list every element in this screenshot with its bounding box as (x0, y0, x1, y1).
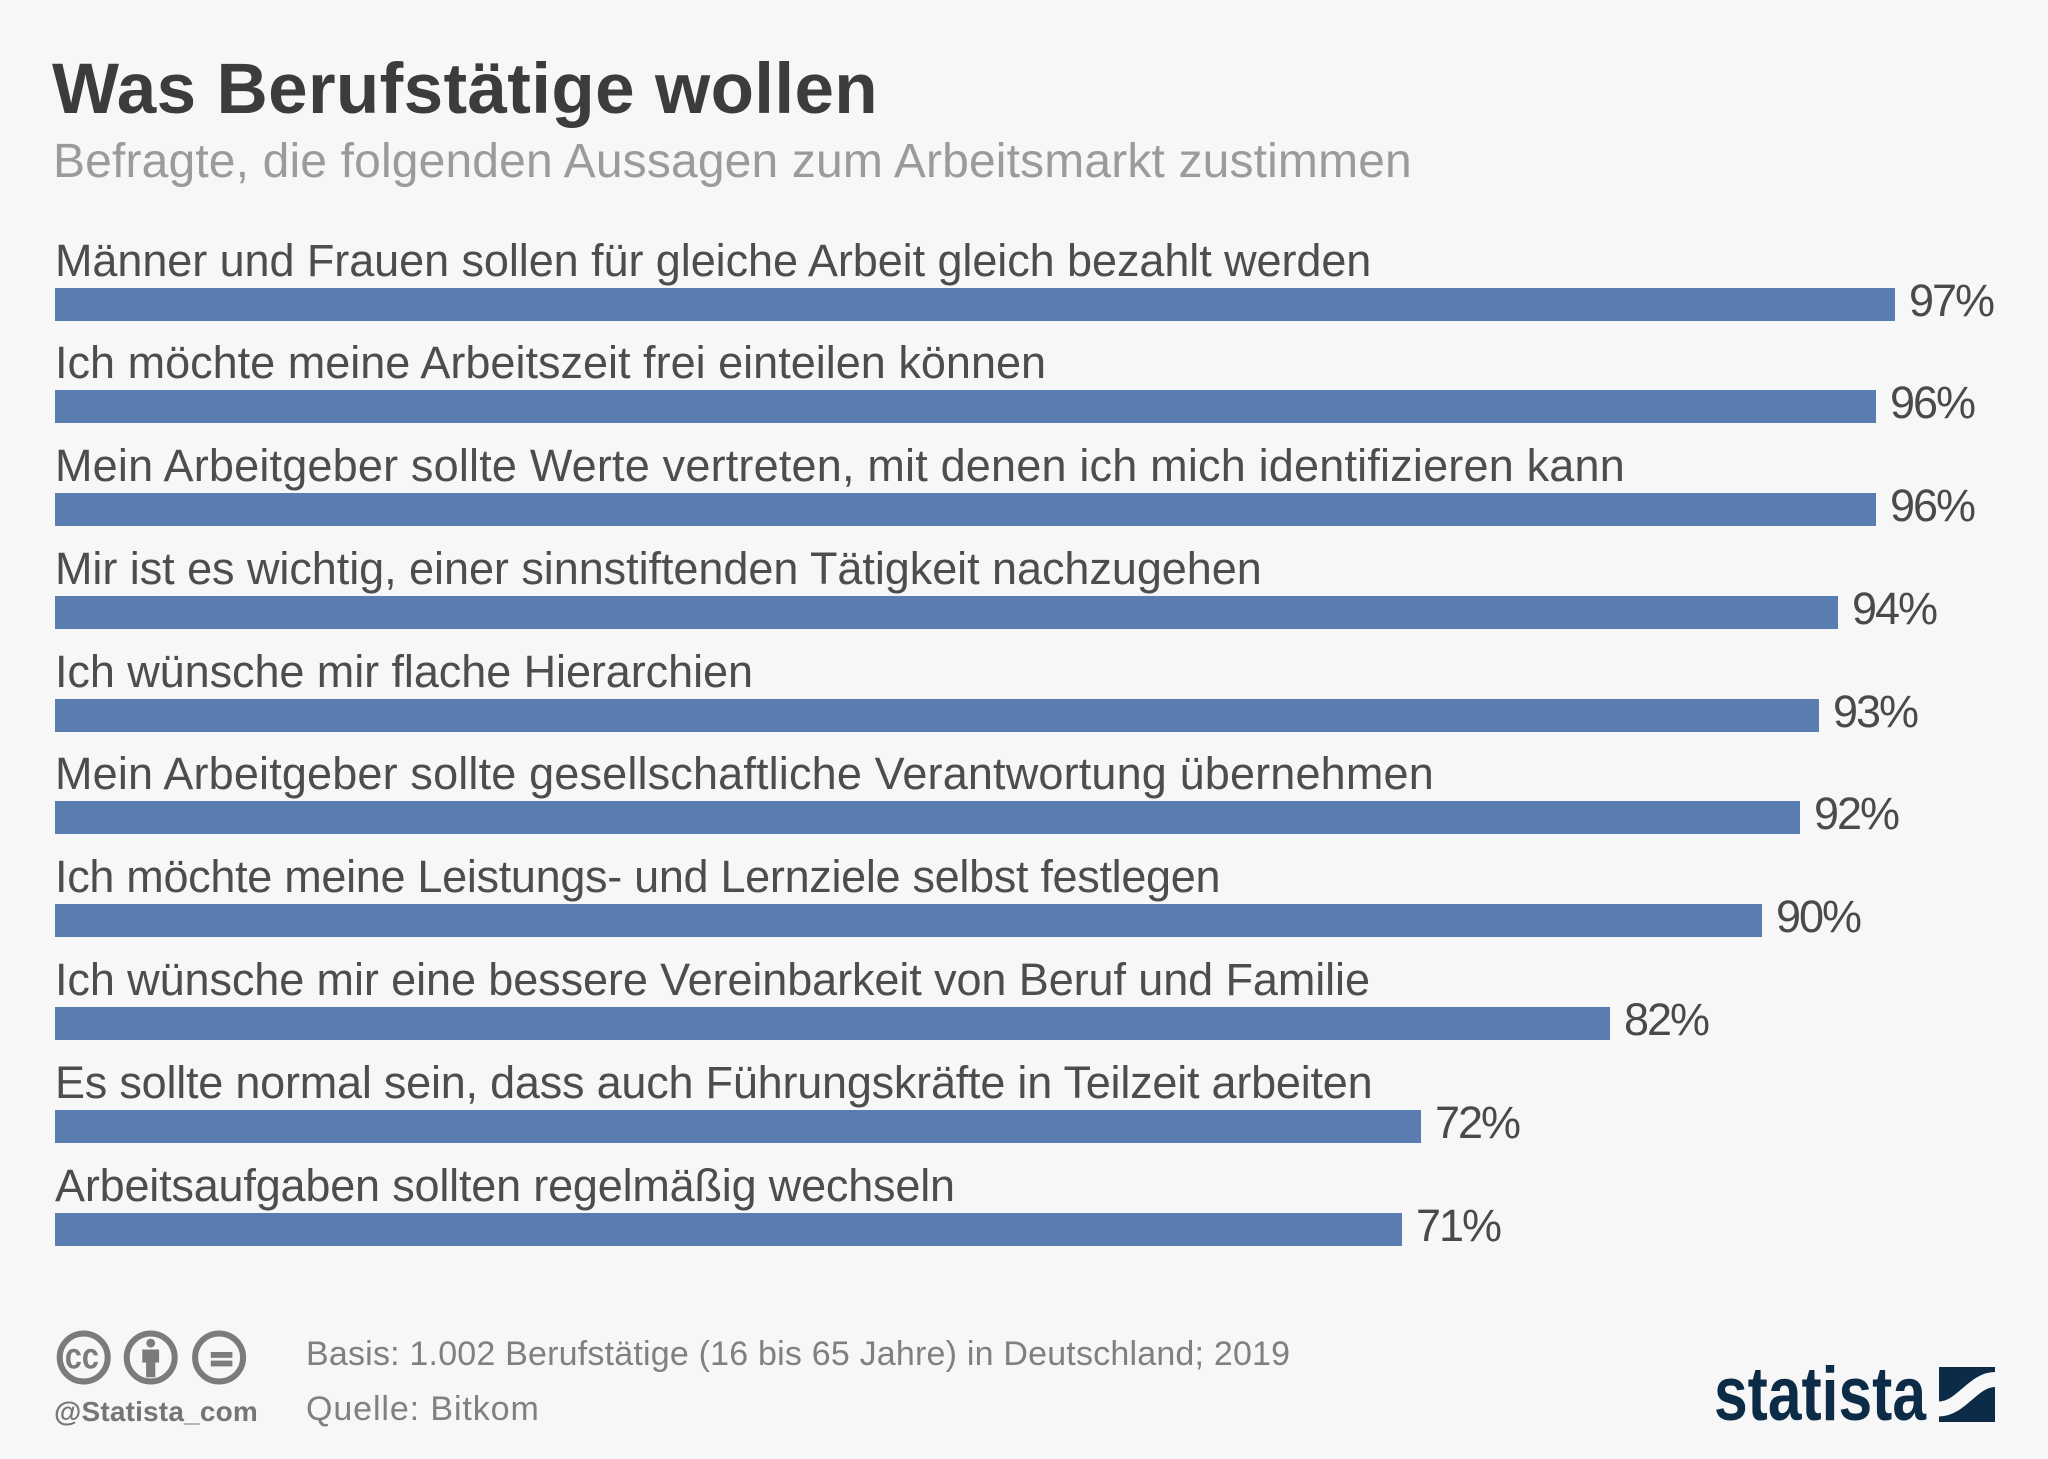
svg-text:cc: cc (65, 1336, 99, 1377)
svg-text:statista: statista (1714, 1352, 1927, 1437)
